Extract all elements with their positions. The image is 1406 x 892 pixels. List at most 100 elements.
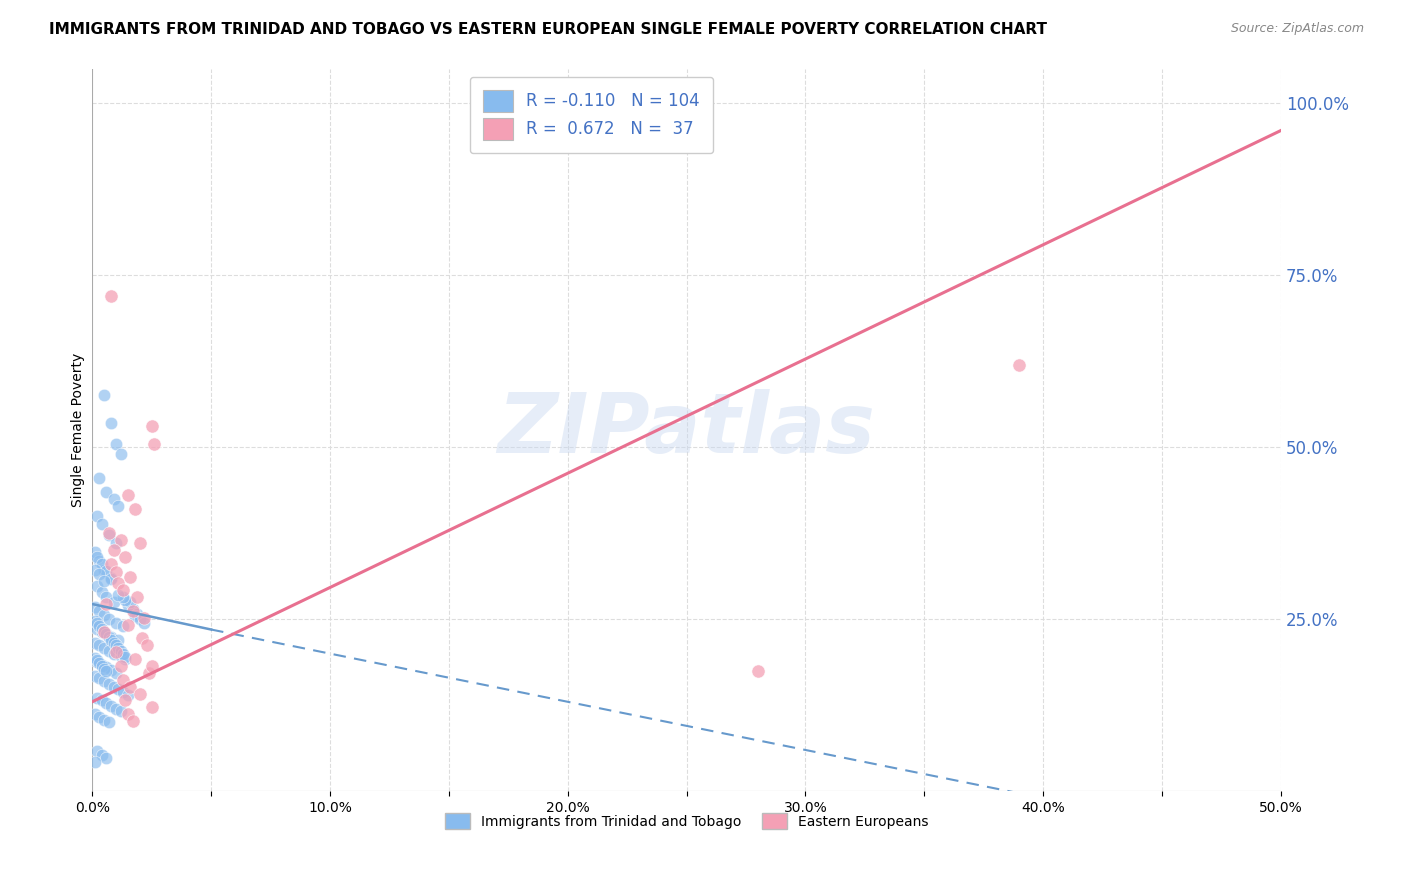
Point	[100, 630, 122, 644]
Point	[83, 545, 105, 559]
Point	[86, 655, 108, 669]
Point	[124, 608, 146, 623]
Point	[89, 638, 111, 652]
Point	[124, 502, 146, 516]
Point	[96, 564, 118, 578]
Point	[93, 674, 115, 689]
Point	[96, 696, 118, 710]
Point	[100, 572, 122, 586]
Point	[100, 288, 122, 302]
Point	[104, 645, 127, 659]
Point	[86, 744, 108, 758]
Point	[110, 644, 132, 658]
Point	[96, 484, 118, 499]
Point	[114, 652, 136, 666]
Point	[107, 588, 129, 602]
Point	[141, 700, 163, 714]
Point	[120, 595, 142, 609]
Point	[90, 659, 112, 673]
Point	[114, 693, 136, 707]
Point	[89, 672, 111, 686]
Point	[96, 660, 118, 674]
Y-axis label: Single Female Poverty: Single Female Poverty	[72, 352, 86, 507]
Point	[100, 698, 122, 713]
Point	[89, 657, 111, 671]
Point	[110, 649, 132, 664]
Point	[143, 436, 166, 450]
Point	[83, 599, 105, 614]
Text: Source: ZipAtlas.com: Source: ZipAtlas.com	[1230, 22, 1364, 36]
Point	[96, 627, 118, 641]
Point	[93, 624, 115, 639]
Point	[96, 597, 118, 611]
Point	[117, 488, 139, 502]
Point	[127, 590, 149, 604]
Point	[104, 638, 127, 652]
Point	[104, 701, 127, 715]
Point	[112, 647, 135, 661]
Text: ZIPatlas: ZIPatlas	[498, 390, 876, 470]
Point	[103, 647, 125, 661]
Point	[110, 705, 132, 719]
Point	[100, 663, 122, 677]
Point	[93, 388, 115, 402]
Point	[141, 659, 163, 673]
Point	[96, 665, 118, 679]
Point	[86, 653, 108, 667]
Point	[1008, 358, 1031, 372]
Point	[97, 528, 120, 542]
Point	[86, 508, 108, 523]
Point	[107, 641, 129, 656]
Point	[121, 604, 143, 618]
Point	[103, 595, 125, 609]
Point	[97, 644, 120, 658]
Point	[103, 543, 125, 558]
Point	[97, 677, 120, 691]
Point	[114, 650, 136, 665]
Point	[96, 751, 118, 765]
Point	[107, 682, 129, 697]
Point	[103, 491, 125, 506]
Point	[104, 615, 127, 630]
Point	[128, 612, 150, 626]
Point	[131, 632, 153, 646]
Point	[100, 571, 122, 585]
Point	[103, 635, 125, 649]
Point	[117, 688, 139, 702]
Point	[90, 657, 112, 672]
Point	[103, 680, 125, 694]
Point	[89, 604, 111, 618]
Point	[83, 563, 105, 577]
Point	[83, 756, 105, 770]
Point	[107, 576, 129, 591]
Point	[100, 557, 122, 571]
Point	[90, 748, 112, 763]
Point	[89, 554, 111, 568]
Point	[120, 680, 142, 694]
Legend: Immigrants from Trinidad and Tobago, Eastern Europeans: Immigrants from Trinidad and Tobago, Eas…	[439, 808, 934, 835]
Point	[747, 664, 769, 678]
Point	[110, 659, 132, 673]
Point	[112, 619, 135, 633]
Point	[120, 569, 142, 583]
Point	[112, 590, 135, 604]
Point	[93, 662, 115, 676]
Point	[114, 593, 136, 607]
Point	[134, 615, 156, 630]
Point	[96, 590, 118, 604]
Point	[93, 563, 115, 577]
Point	[86, 550, 108, 565]
Point	[124, 652, 146, 666]
Point	[83, 635, 105, 649]
Point	[104, 536, 127, 550]
Point	[89, 567, 111, 582]
Point	[83, 614, 105, 628]
Point	[128, 536, 150, 550]
Point	[128, 686, 150, 700]
Point	[97, 630, 120, 644]
Point	[86, 690, 108, 705]
Point	[93, 641, 115, 656]
Point	[107, 499, 129, 513]
Point	[93, 713, 115, 727]
Point	[86, 622, 108, 636]
